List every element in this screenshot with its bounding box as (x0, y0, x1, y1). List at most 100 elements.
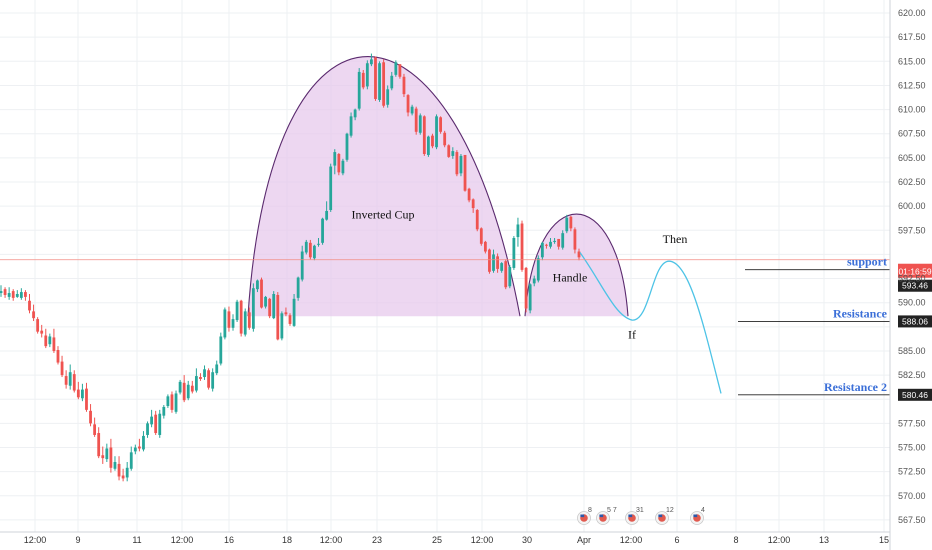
candle-body (40, 330, 44, 334)
candle (528, 283, 532, 314)
candle-body (129, 452, 133, 469)
candle (207, 368, 210, 390)
candle-body (133, 447, 137, 452)
candle-body (512, 238, 516, 268)
candle (439, 116, 443, 134)
candle (370, 53, 373, 67)
candle (129, 446, 133, 471)
candle (76, 381, 80, 400)
candle-body (174, 393, 178, 412)
x-tick-label: 25 (432, 535, 442, 545)
candle-body (227, 311, 231, 328)
candle (52, 328, 56, 353)
candle-body (467, 188, 471, 201)
y-tick-label: 570.00 (898, 491, 926, 501)
candle-body (64, 376, 68, 385)
candle-body (479, 228, 483, 244)
candle-body (52, 337, 56, 351)
candle (406, 94, 410, 117)
candle-body (361, 72, 365, 88)
candle (451, 147, 455, 159)
event-badge-count: 12 (666, 507, 674, 514)
x-tick-label: 12:00 (24, 535, 47, 545)
candle (357, 68, 361, 111)
candle (97, 427, 101, 459)
candle (11, 289, 15, 301)
candle (32, 304, 35, 322)
inverted-cup-fill (248, 56, 520, 317)
y-tick-label: 582.50 (898, 370, 926, 380)
x-tick-label: 6 (674, 535, 679, 545)
candle-body (76, 389, 80, 398)
flag-canton (599, 514, 604, 518)
candle (170, 391, 174, 413)
event-badge[interactable]: 12 (655, 507, 674, 525)
x-tick-label: 30 (522, 535, 532, 545)
candle (459, 154, 463, 177)
candle (85, 382, 88, 412)
candle-body (166, 396, 170, 406)
candle-body (406, 95, 410, 113)
event-badge[interactable]: 4 (690, 507, 706, 525)
candle (89, 404, 92, 427)
candle (443, 130, 447, 148)
candle-body (170, 394, 174, 410)
y-tick-label: 607.50 (898, 129, 926, 139)
event-badge[interactable]: 31 (625, 507, 644, 525)
price-tag-text: 593.46 (902, 281, 928, 291)
candle (28, 294, 31, 314)
x-tick-label: Apr (577, 535, 591, 545)
candle-body (28, 300, 31, 311)
candle-body (508, 266, 512, 287)
candle (532, 275, 536, 287)
candle-body (211, 372, 215, 389)
projection-curve (579, 252, 722, 394)
candle (223, 307, 227, 340)
candle (500, 262, 504, 273)
flag-canton (658, 514, 663, 518)
candle (504, 259, 508, 290)
candle (577, 248, 581, 261)
candle-body (199, 377, 202, 379)
event-badge[interactable]: 8 (577, 507, 593, 525)
candle-body (341, 160, 345, 174)
candle (7, 287, 11, 300)
x-tick-label: 12:00 (471, 535, 494, 545)
inverted-cup-label: Inverted Cup (352, 208, 415, 222)
candle (398, 64, 402, 79)
candle (431, 133, 434, 149)
candle-body (463, 154, 467, 191)
candle-body (3, 289, 7, 295)
candle-body (540, 242, 544, 258)
candle-body (121, 475, 125, 479)
candle-body (292, 298, 296, 326)
candle-body (101, 455, 105, 459)
candle-body (365, 63, 369, 87)
candle-body (557, 238, 561, 247)
y-tick-label: 602.50 (898, 177, 926, 187)
x-tick-label: 8 (733, 535, 738, 545)
candle-body (186, 384, 190, 399)
candle (337, 153, 341, 176)
candle-body (272, 294, 276, 319)
candle (154, 410, 158, 435)
candle-body (194, 376, 198, 391)
candle (178, 379, 182, 395)
event-badge[interactable]: 5 7 (596, 507, 617, 525)
resistance-price-tag: 588.06 (898, 315, 932, 328)
candle-body (524, 267, 528, 309)
candle (142, 431, 145, 452)
candle-body (443, 132, 447, 146)
candle-body (329, 166, 333, 210)
candle (300, 245, 304, 282)
candle-body (561, 233, 565, 248)
y-tick-label: 600.00 (898, 201, 926, 211)
candle-body (455, 152, 459, 175)
candle (44, 328, 48, 349)
candle (483, 240, 487, 254)
candle (264, 295, 267, 309)
candle (414, 106, 418, 135)
candle (182, 375, 186, 403)
candle-body (439, 117, 443, 132)
candle (288, 313, 292, 326)
